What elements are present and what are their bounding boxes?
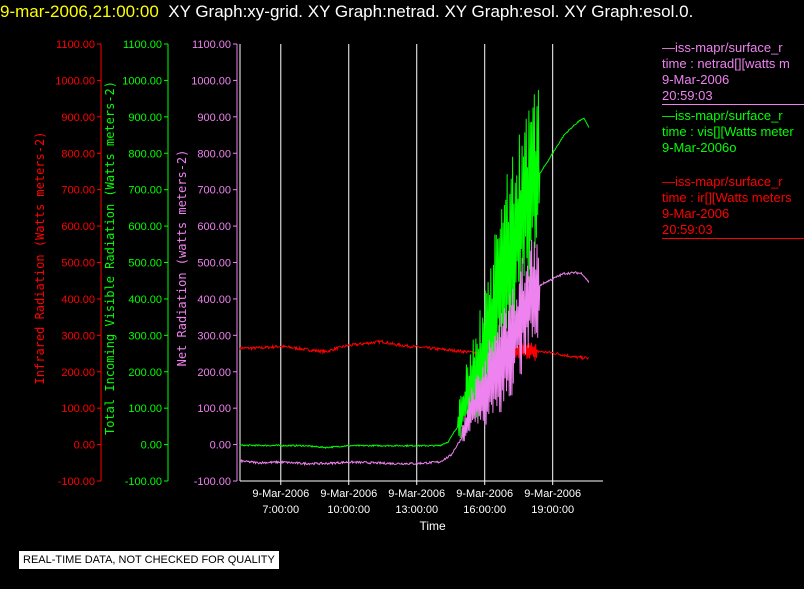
legend-green-line2: time : vis[][Watts meter [662,124,794,139]
x-tick-date-3: 9-Mar-2006 [456,488,513,500]
y-axis-0-tick-label-1: 0.00 [74,440,95,452]
x-tick-date-2: 9-Mar-2006 [388,488,445,500]
x-tick-date-4: 9-Mar-2006 [524,488,581,500]
legend-violet-line4: 20:59:03 [662,88,713,103]
y-axis-1-tick-label-3: 200.00 [128,367,162,379]
y-axis-0-tick-label-11: 1000.00 [55,75,95,87]
legend-entry-violet: —iss-mapr/surface_r time : netrad[][watts… [662,40,804,104]
legend-red-line4: 20:59:03 [662,222,713,237]
y-axis-1-tick-label-6: 500.00 [128,258,162,270]
y-axis-0-tick-label-6: 500.00 [61,258,95,270]
y-axis-2-tick-label-4: 300.00 [197,330,231,342]
y-axis-2-tick-label-3: 200.00 [197,367,231,379]
y-axis-2-tick-label-9: 800.00 [197,148,231,160]
y-axis-0-tick-label-10: 900.00 [61,112,95,124]
y-axis-2-tick-label-7: 600.00 [197,221,231,233]
y-axis-0-tick-label-8: 700.00 [61,185,95,197]
legend-violet-line2: time : netrad[][watts m [662,56,790,71]
y-axis-1-tick-label-8: 700.00 [128,185,162,197]
y-axis-2-tick-label-6: 500.00 [197,258,231,270]
x-tick-time-3: 16:00:00 [463,504,506,516]
title-timestamp: 9-mar-2006,21:00:00 [0,2,159,21]
y-axis-2-tick-label-1: 0.00 [210,440,231,452]
y-axis-0-tick-label-12: 1100.00 [56,39,95,51]
y-axis-2-tick-label-12: 1100.00 [192,39,231,51]
legend-entry-red: —iss-mapr/surface_r time : ir[][Watts met… [662,174,804,238]
legend: —iss-mapr/surface_r time : netrad[][watts… [662,40,804,242]
y-axis-0-tick-label-7: 600.00 [61,221,95,233]
y-axis-0-tick-label-5: 400.00 [61,294,95,306]
y-axis-0-tick-label-3: 200.00 [61,367,95,379]
series-line-violet [239,239,590,467]
title-bar: 9-mar-2006,21:00:00 XY Graph:xy-grid. XY… [0,2,693,24]
y-axis-2-tick-label-2: 100.00 [197,403,231,415]
y-axis-1-tick-label-7: 600.00 [128,221,162,233]
y-axis-2-tick-label-8: 700.00 [197,185,231,197]
legend-entry-green: —iss-mapr/surface_r time : vis[][Watts me… [662,108,804,156]
y-axis-2-tick-label-5: 400.00 [197,294,231,306]
y-axis-title-2: Net Radiation (watts meters-2) [175,150,189,367]
legend-rule-red [662,238,804,239]
y-axis-2-tick-label-0: -100.00 [194,476,231,488]
y-axis-1-tick-label-10: 900.00 [128,112,162,124]
y-axis-1-tick-label-9: 800.00 [128,148,162,160]
x-tick-time-4: 19:00:00 [531,504,574,516]
legend-violet-line1: —iss-mapr/surface_r [662,40,783,55]
legend-violet-line3: 9-Mar-2006 [662,72,730,87]
x-tick-date-0: 9-Mar-2006 [252,488,309,500]
x-tick-date-1: 9-Mar-2006 [320,488,377,500]
x-tick-time-1: 10:00:00 [327,504,370,516]
x-axis-title: Time [419,519,446,533]
y-axis-1-tick-label-11: 1000.00 [122,75,162,87]
legend-green-line1: —iss-mapr/surface_r [662,108,783,123]
y-axis-0-tick-label-0: -100.00 [58,476,95,488]
y-axis-title-0: Infrared Radiation (Watts meters-2) [33,132,47,385]
y-axis-0-tick-label-9: 800.00 [61,148,95,160]
legend-red-line2: time : ir[][Watts meters [662,190,792,205]
y-axis-title-1: Total Incoming Visible Radiation (Watts … [103,81,117,435]
y-axis-0-tick-label-2: 100.00 [61,403,95,415]
y-axis-1-tick-label-5: 400.00 [128,294,162,306]
series-line-red [239,339,590,361]
y-axis-1-tick-label-12: 1100.00 [123,39,162,51]
y-axis-1-tick-label-4: 300.00 [128,330,162,342]
legend-green-line3: 9-Mar-2006o [662,140,737,155]
y-axis-0-tick-label-4: 300.00 [61,330,95,342]
legend-rule-violet [662,104,804,105]
x-tick-time-2: 13:00:00 [395,504,438,516]
title-graph-list: XY Graph:xy-grid. XY Graph:netrad. XY Gr… [168,2,694,21]
series-line-green [239,89,590,449]
y-axis-2-tick-label-10: 900.00 [197,112,231,124]
y-axis-1-tick-label-0: -100.00 [125,476,162,488]
quality-note: REAL-TIME DATA, NOT CHECKED FOR QUALITY [19,551,279,569]
y-axis-1-tick-label-2: 100.00 [128,403,162,415]
legend-red-line3: 9-Mar-2006 [662,206,730,221]
y-axis-1-tick-label-1: 0.00 [141,440,162,452]
y-axis-2-tick-label-11: 1000.00 [191,75,231,87]
legend-red-line1: —iss-mapr/surface_r [662,174,783,189]
x-tick-time-0: 7:00:00 [262,504,299,516]
